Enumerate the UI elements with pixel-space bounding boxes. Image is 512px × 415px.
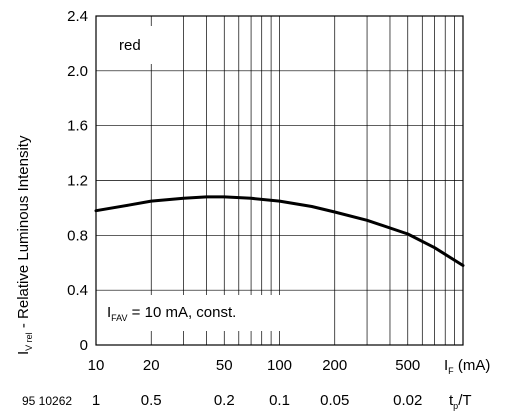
x-tick-label: 50	[216, 357, 233, 374]
legend-box	[102, 26, 152, 64]
x2-tick-label: 0.1	[269, 392, 290, 409]
condition-annotation: IFAV = 10 mA, const.	[107, 304, 236, 323]
y-tick-label: 0.4	[67, 282, 88, 299]
y-tick-label: 1.2	[67, 173, 88, 190]
x-label-sub: F	[448, 366, 454, 376]
x-tick-label: 200	[322, 357, 347, 374]
x2-label-sub: p	[453, 401, 458, 411]
x2-tick-label: 1	[92, 392, 100, 409]
y-tick-label: 0	[80, 337, 88, 354]
y-tick-label: 0.8	[67, 227, 88, 244]
x2-label-rest: /T	[458, 392, 471, 409]
series-line-red	[94, 195, 465, 267]
x-tick-label: 500	[395, 357, 420, 374]
y-label-rest: - Relative Luminous Intensity	[15, 135, 32, 332]
x-label-main: I	[444, 357, 448, 374]
legend-label: red	[119, 37, 141, 54]
y-tick-labels: 0 0.4 0.8 1.2 1.6 2.0 2.4	[67, 8, 88, 354]
condition-box	[102, 295, 296, 331]
y-label-main: I	[15, 351, 32, 355]
condition-main: I	[107, 304, 111, 321]
x-axis-label: IF (mA)	[444, 357, 490, 376]
y-label-sub: V rel	[24, 332, 34, 351]
x-tick-label: 20	[143, 357, 160, 374]
x2-tick-label: 0.2	[214, 392, 235, 409]
x2-tick-label: 0.05	[320, 392, 349, 409]
x2-tick-labels: 1 0.5 0.2 0.1 0.05 0.02	[92, 392, 423, 409]
x-label-unit: (mA)	[454, 357, 491, 374]
x2-label-main: t	[449, 392, 454, 409]
figure-id: 95 10262	[22, 394, 72, 408]
condition-rest: = 10 mA, const.	[128, 304, 237, 321]
series-layer	[94, 195, 465, 267]
plot-frame	[95, 15, 464, 346]
y-tick-label: 2.0	[67, 63, 88, 80]
x-tick-label: 10	[88, 357, 105, 374]
condition-sub: FAV	[111, 313, 127, 323]
y-tick-label: 2.4	[67, 8, 88, 25]
y-tick-label: 1.6	[67, 118, 88, 135]
x2-tick-label: 0.02	[393, 392, 422, 409]
x2-axis-label: tp/T	[449, 392, 472, 411]
y-axis-label: IV rel - Relative Luminous Intensity	[15, 135, 34, 355]
x-tick-label: 100	[267, 357, 292, 374]
x2-tick-label: 0.5	[141, 392, 162, 409]
grid	[96, 16, 463, 345]
x-tick-labels: 10 20 50 100 200 500	[88, 357, 421, 374]
